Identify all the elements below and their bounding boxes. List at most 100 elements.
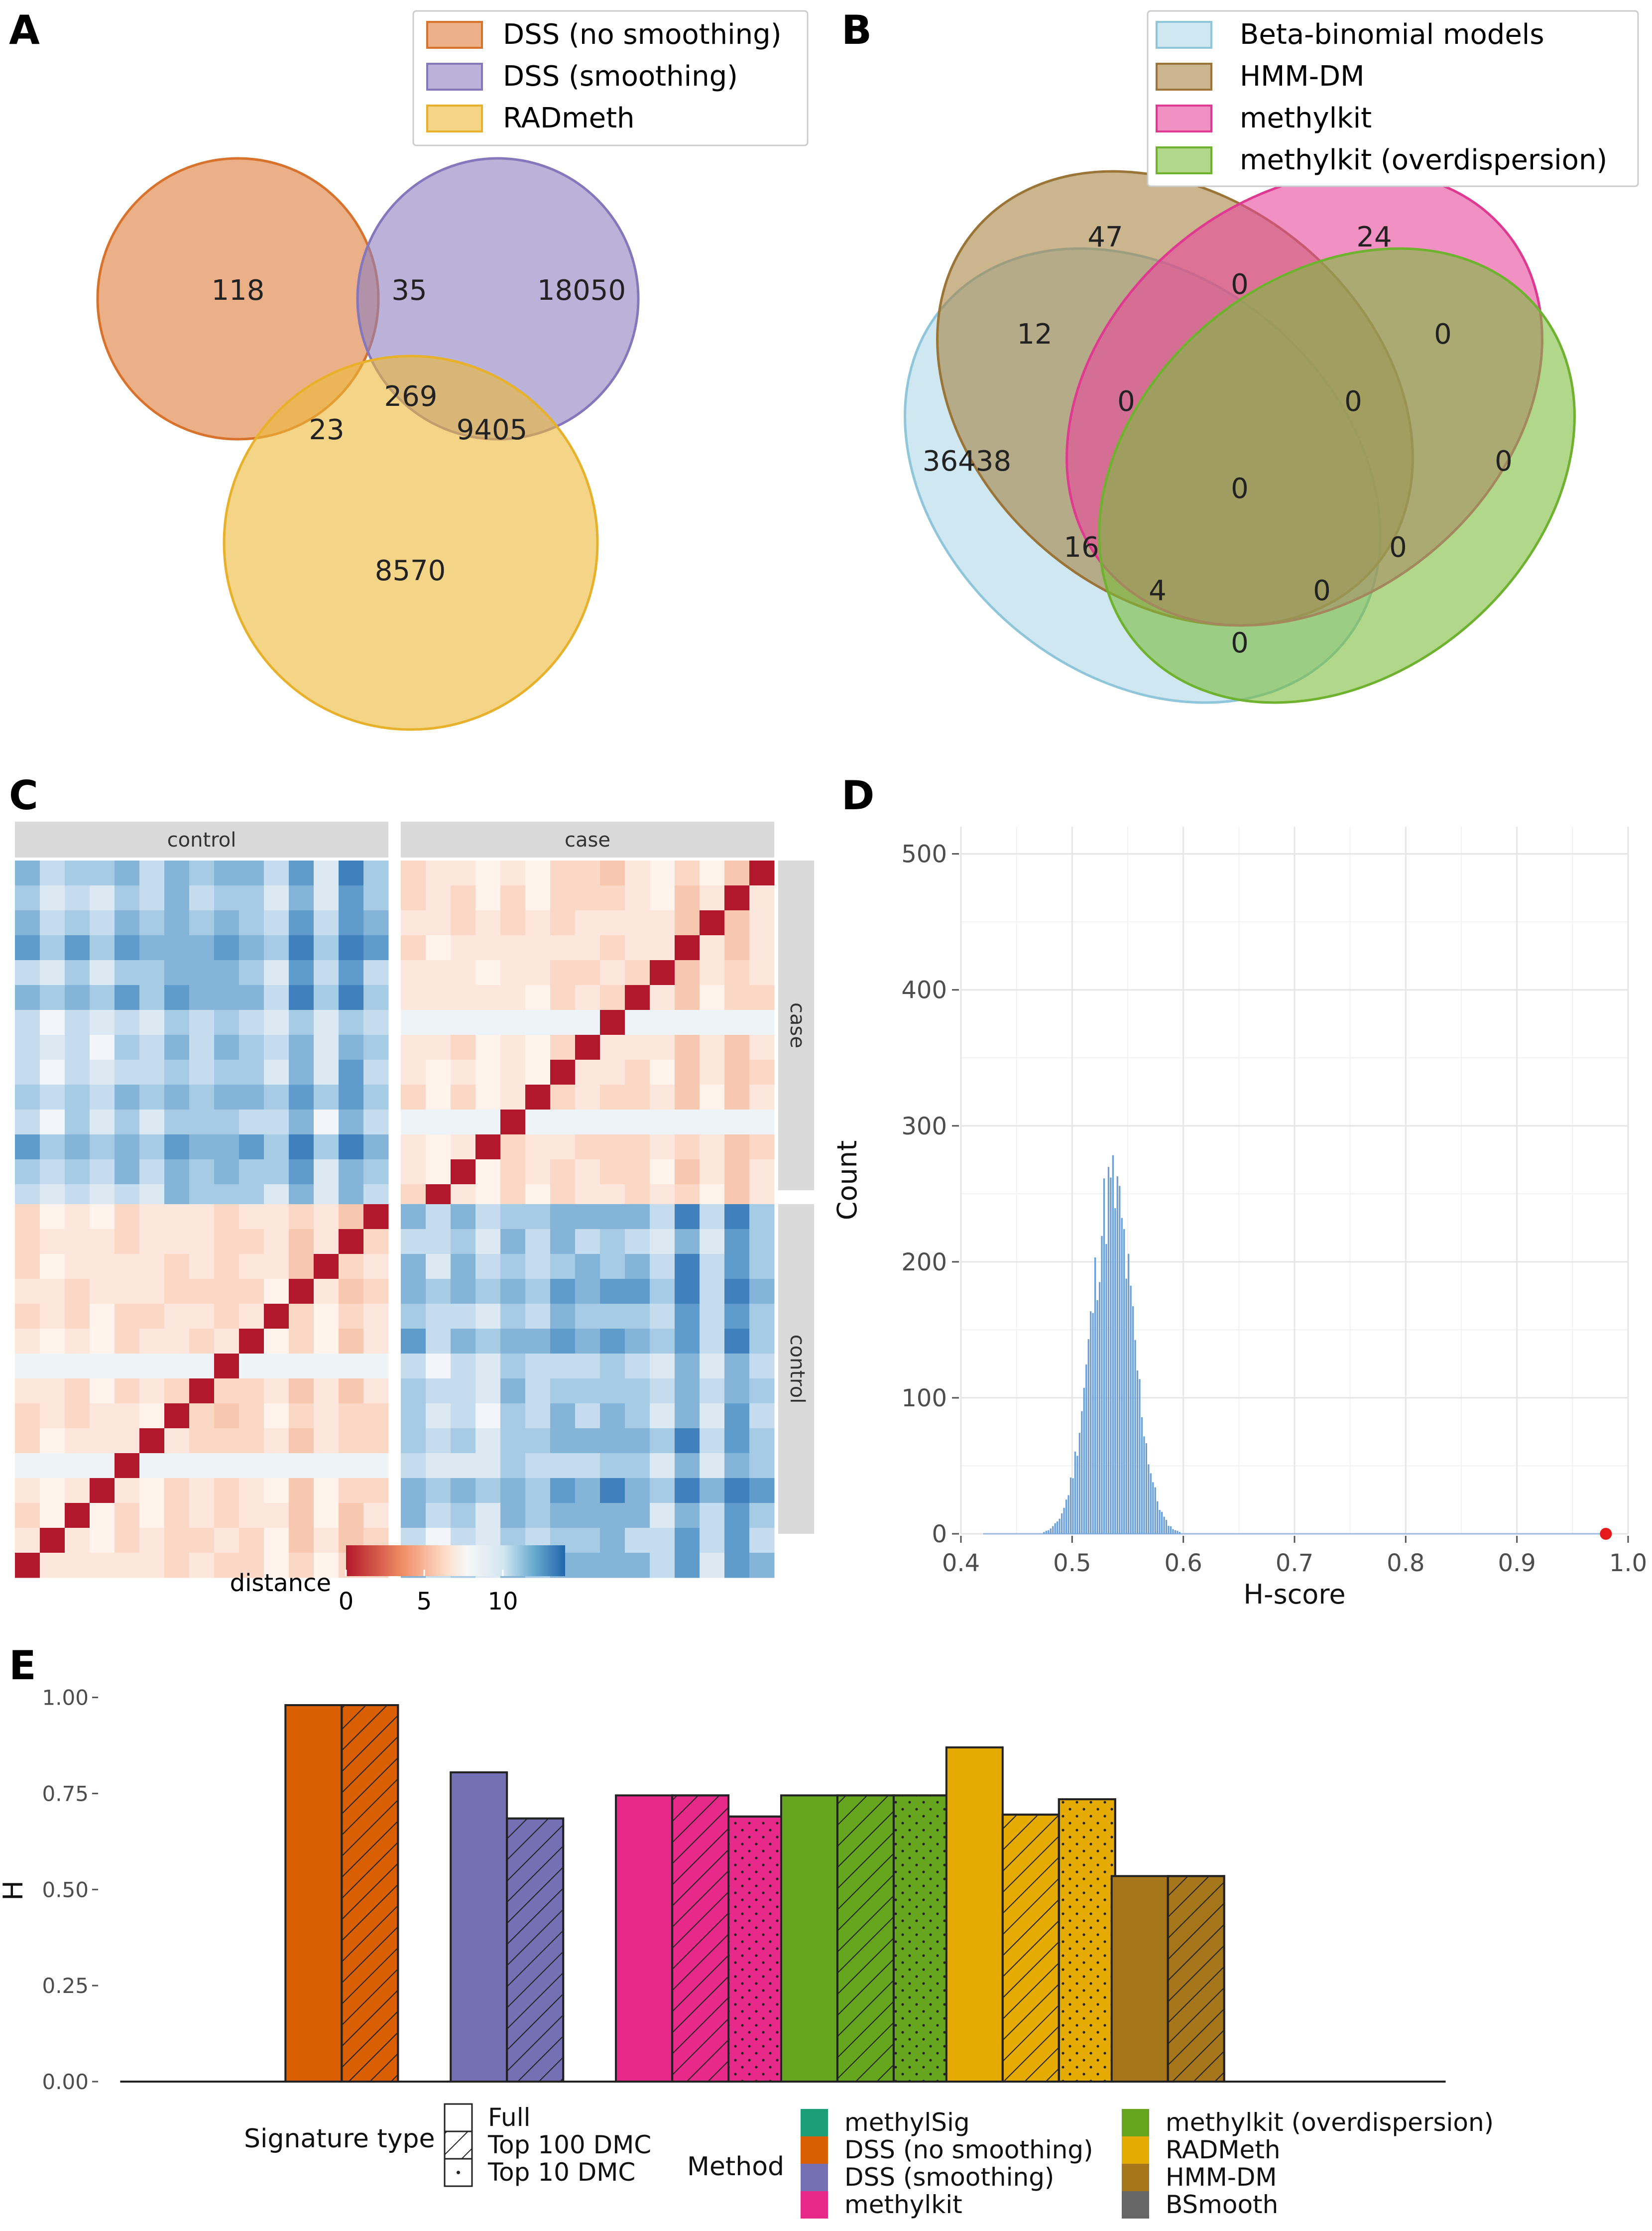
panel-c: C control case case control distance 0 5… [9, 772, 814, 1615]
heatmap-cell [426, 1478, 451, 1503]
heatmap-cell [314, 1453, 339, 1479]
histogram-bar [1168, 1525, 1170, 1534]
heatmap-cell [475, 861, 501, 886]
histogram-bar [1098, 1282, 1101, 1534]
heatmap-cell [401, 1478, 426, 1503]
heatmap-cell [40, 885, 65, 911]
heatmap-cell [724, 1528, 750, 1553]
heatmap-cell [314, 1254, 339, 1279]
heatmap-cell [426, 885, 451, 911]
legend-key [801, 2164, 828, 2191]
histogram-bar [1063, 1507, 1065, 1534]
heatmap-cell [139, 1110, 165, 1135]
heatmap-cell [675, 1035, 700, 1060]
heatmap-cell [65, 1204, 90, 1230]
heatmap-cell [164, 1204, 190, 1230]
heatmap-cell [724, 1503, 750, 1528]
legend-key [801, 2136, 828, 2164]
heatmap-cell [90, 885, 115, 911]
heatmap-cell [339, 1503, 364, 1528]
heatmap-cell [600, 960, 625, 986]
heatmap-cell [575, 1229, 600, 1254]
heatmap-cell [475, 885, 501, 911]
heatmap-cell [15, 1035, 40, 1060]
heatmap-cell [550, 935, 576, 961]
heatmap-cell [650, 1060, 675, 1085]
heatmap-cell [214, 1354, 239, 1379]
heatmap-cell [139, 1060, 165, 1085]
heatmap-cell [164, 1134, 190, 1160]
facet-strip-label: case [786, 1002, 809, 1048]
heatmap-cell [475, 1478, 501, 1503]
heatmap-cell [451, 1478, 476, 1503]
heatmap-cell [65, 1453, 90, 1479]
heatmap-cell [451, 1254, 476, 1279]
heatmap-cell [700, 1110, 725, 1135]
heatmap-cell [650, 1403, 675, 1429]
heatmap-cell [550, 1378, 576, 1404]
facet-strip-label: control [167, 829, 236, 852]
heatmap-cell [189, 1159, 215, 1185]
heatmap-cell [65, 885, 90, 911]
heatmap-cell [575, 1354, 600, 1379]
legend-label: BSmooth [1166, 2190, 1278, 2219]
venn-b-ellipse-methylkit-overdispersion [1098, 247, 1576, 704]
heatmap-cell [139, 1085, 165, 1110]
venn-b-count: 0 [1434, 318, 1452, 351]
heatmap-cell [625, 1378, 650, 1404]
heatmap-cell [189, 1204, 215, 1230]
heatmap-cell [625, 1478, 650, 1503]
heatmap-cell [339, 1035, 364, 1060]
histogram-bar [1074, 1451, 1076, 1534]
heatmap-cell [451, 935, 476, 961]
facet-strip-top [401, 822, 774, 858]
histogram-bar [1105, 1244, 1107, 1534]
heatmap-cell [164, 1378, 190, 1404]
histogram-bar [1112, 1155, 1114, 1534]
heatmap-cell [164, 1110, 190, 1135]
venn-b-count: 0 [1117, 385, 1135, 418]
histogram-bar [1157, 1501, 1159, 1534]
heatmap-cell [575, 1204, 600, 1230]
heatmap-cell [264, 1035, 289, 1060]
heatmap-cell [600, 1553, 625, 1578]
heatmap-cell [625, 861, 650, 886]
heatmap-cell [475, 985, 501, 1010]
heatmap-cell [214, 1503, 239, 1528]
bar-pattern-overlay [1058, 1798, 1116, 2083]
heatmap-cell [115, 1110, 140, 1135]
bar-full [615, 1794, 674, 2083]
heatmap-cell [339, 1304, 364, 1329]
heatmap-cell [289, 1204, 314, 1230]
heatmap-cell [401, 1159, 426, 1185]
heatmap-cell [214, 1085, 239, 1110]
heatmap-cell [15, 1403, 40, 1429]
heatmap-cell [724, 1279, 750, 1304]
x-tick-label: 0.8 [1387, 1549, 1424, 1577]
heatmap-cell [189, 1279, 215, 1304]
heatmap-cell [314, 1204, 339, 1230]
heatmap-cell [650, 1010, 675, 1035]
heatmap-cell [525, 1329, 551, 1354]
heatmap-cell [525, 985, 551, 1010]
heatmap-cell [724, 861, 750, 886]
heatmap-cell [451, 1159, 476, 1185]
heatmap-cell [363, 985, 389, 1010]
heatmap-cell [600, 1503, 625, 1528]
legend-swatch [1156, 63, 1212, 91]
heatmap-cell [314, 1035, 339, 1060]
heatmap-cell [749, 960, 775, 986]
heatmap-cell [700, 1134, 725, 1160]
heatmap-cell [675, 1110, 700, 1135]
heatmap-cell [650, 1503, 675, 1528]
heatmap-cell [339, 1478, 364, 1503]
heatmap-cell [189, 1134, 215, 1160]
heatmap-cell [314, 1329, 339, 1354]
panel-d: D 0.4 0.5 0.6 0.7 0.8 0.9 1.0 0 100 200 300 400 500 H… [831, 772, 1647, 1610]
heatmap-cell [650, 1428, 675, 1454]
heatmap-cell [525, 1229, 551, 1254]
heatmap-cell [264, 1204, 289, 1230]
legend-label: RADmeth [503, 102, 635, 134]
heatmap-cell [115, 1304, 140, 1329]
legend-key [1122, 2109, 1149, 2136]
